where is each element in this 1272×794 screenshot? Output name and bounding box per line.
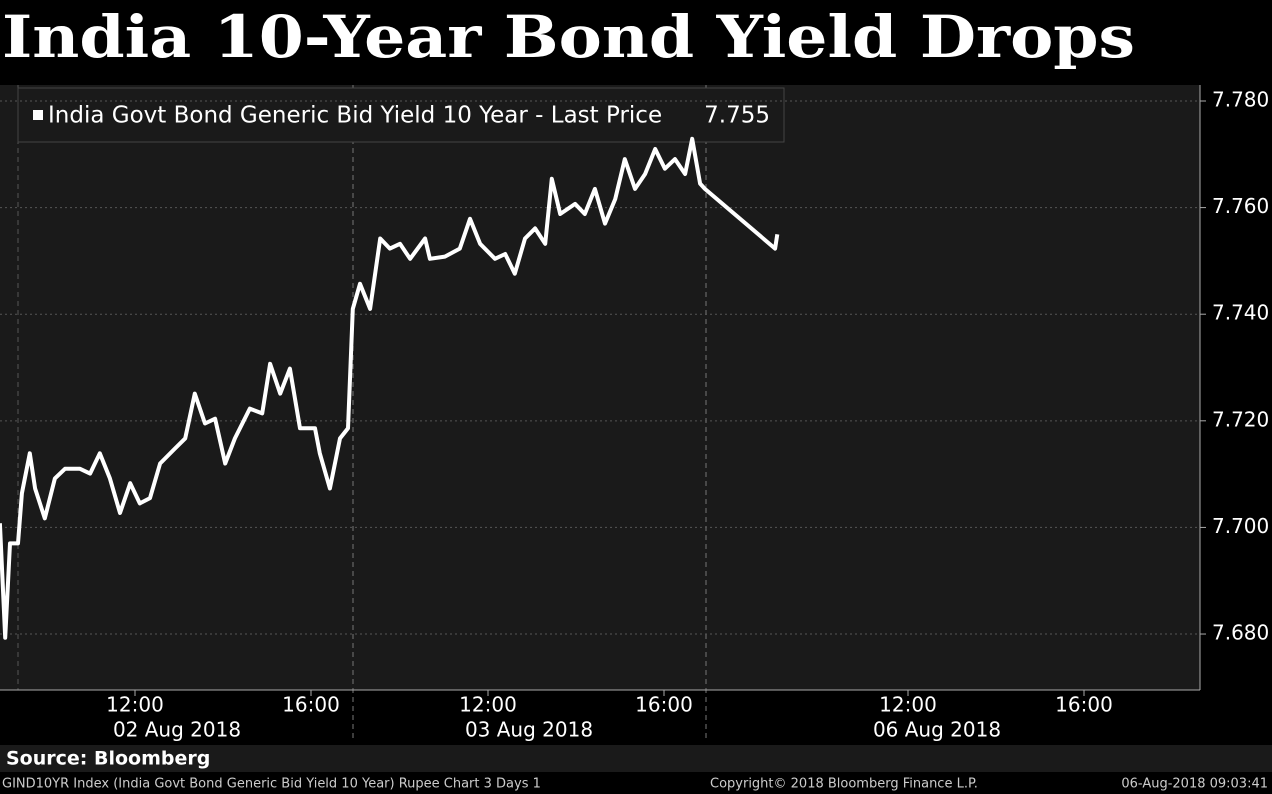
legend-label: India Govt Bond Generic Bid Yield 10 Yea… <box>48 103 662 129</box>
line <box>0 136 780 640</box>
source: Source: Bloomberg <box>6 748 210 770</box>
y-tick-label: 7.760 <box>1212 194 1269 218</box>
x-tick-label: 12:00 <box>459 693 517 717</box>
x-date-label: 02 Aug 2018 <box>113 718 241 742</box>
x-date-label: 06 Aug 2018 <box>873 718 1001 742</box>
x-date-label: 03 Aug 2018 <box>465 718 593 742</box>
x-tick-label: 16:00 <box>282 693 340 717</box>
x-tick-label: 12:00 <box>879 693 937 717</box>
legend-last-price: 7.755 <box>704 103 770 129</box>
footer-right: 06-Aug-2018 09:03:41 <box>1121 777 1268 792</box>
x-tick-label: 16:00 <box>635 693 693 717</box>
y-tick-label: 7.720 <box>1212 407 1269 431</box>
legend-swatch <box>33 110 43 120</box>
chart-title: India 10-Year Bond Yield Drops <box>2 3 1135 71</box>
plot-area <box>0 85 1200 690</box>
legend <box>17 87 785 143</box>
x-tick-label: 16:00 <box>1055 693 1113 717</box>
y-tick-label: 7.780 <box>1212 87 1269 111</box>
x-tick-label: 12:00 <box>106 693 164 717</box>
footer-left: GIND10YR Index (India Govt Bond Generic … <box>2 777 541 792</box>
footer-center: Copyright© 2018 Bloomberg Finance L.P. <box>710 777 978 792</box>
y-tick-label: 7.740 <box>1212 301 1269 325</box>
y-tick-label: 7.680 <box>1212 621 1269 645</box>
source-bar <box>0 745 1272 772</box>
y-tick-label: 7.700 <box>1212 514 1269 538</box>
